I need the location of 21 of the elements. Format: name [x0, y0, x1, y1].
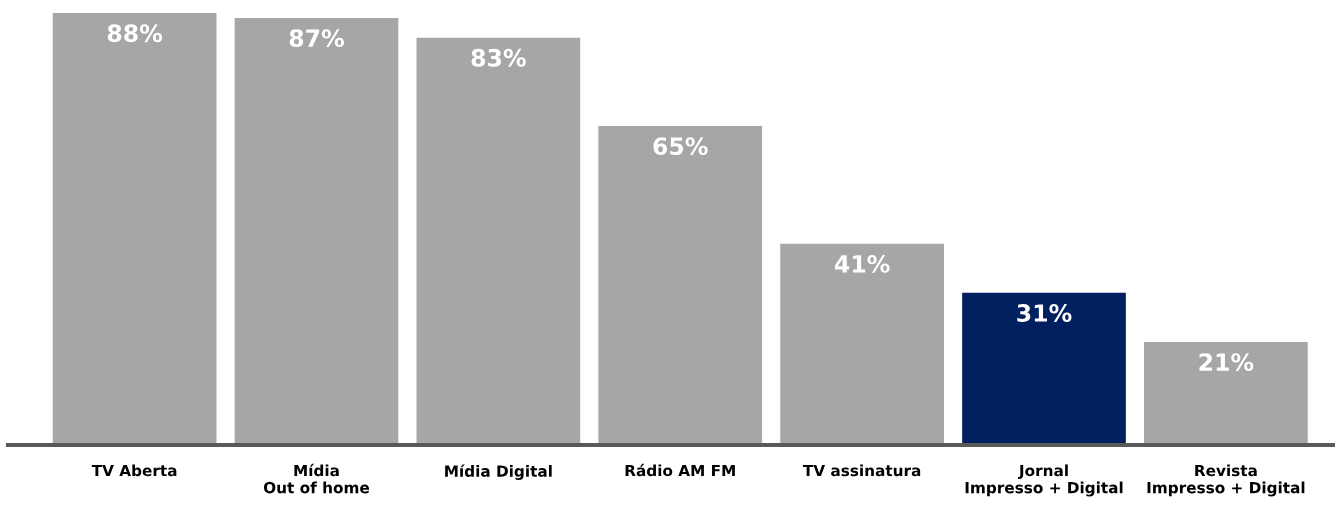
x-tick-label: Mídia Out of home	[263, 463, 370, 494]
data-label: 87%	[289, 29, 344, 48]
data-label: 31%	[1017, 304, 1072, 322]
bar	[234, 18, 399, 445]
bar	[1144, 341, 1308, 445]
x-tick-label: TV assinatura	[802, 464, 921, 477]
data-label: 83%	[471, 48, 526, 67]
bar	[416, 37, 581, 445]
data-label: 21%	[1199, 353, 1254, 372]
bar	[52, 13, 217, 445]
bar	[598, 125, 763, 445]
bar	[962, 292, 1126, 445]
data-label: 88%	[107, 24, 163, 43]
x-tick-label: TV Aberta	[91, 464, 177, 477]
data-label: 41%	[834, 254, 890, 273]
x-tick-label: Revista Impresso + Digital	[1147, 464, 1305, 497]
data-label: 65%	[653, 137, 708, 156]
x-tick-label: Mídia Digital	[445, 464, 552, 480]
x-tick-label: Rádio AM FM	[625, 463, 735, 477]
bar	[780, 243, 944, 445]
x-tick-label: Jornal Impresso + Digital	[965, 464, 1123, 497]
